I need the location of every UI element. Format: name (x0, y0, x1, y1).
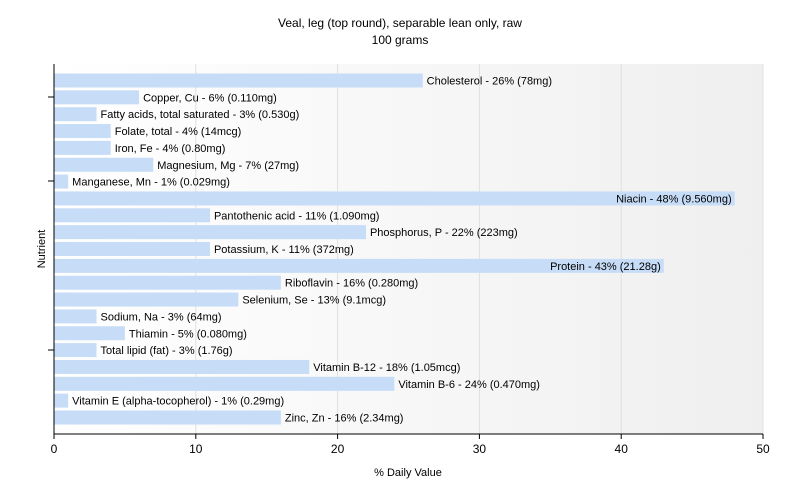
bar (54, 275, 281, 290)
bar (54, 124, 111, 139)
bar-label: Folate, total - 4% (14mcg) (115, 126, 242, 138)
bar (54, 376, 395, 391)
bar-label: Niacin - 48% (9.560mg) (616, 193, 732, 205)
chart-title: Veal, leg (top round), separable lean on… (278, 16, 522, 30)
bar (54, 343, 97, 358)
bar-label: Phosphorus, P - 22% (223mg) (370, 227, 518, 239)
bar (54, 292, 239, 307)
x-tick-label: 30 (473, 442, 487, 456)
bar-label: Pantothenic acid - 11% (1.090mg) (214, 210, 379, 222)
bar (54, 410, 281, 425)
bar (54, 157, 154, 172)
bar-label: Selenium, Se - 13% (9.1mcg) (242, 295, 386, 307)
bar-label: Manganese, Mn - 1% (0.029mg) (72, 177, 230, 189)
bar-labels-group: Cholesterol - 26% (78mg) Copper, Cu - 6% … (72, 76, 731, 425)
bar-label: Vitamin B-6 - 24% (0.470mg) (398, 379, 540, 391)
bar (54, 242, 210, 256)
x-ticks-group: 0 10 20 30 40 50 (51, 434, 770, 456)
bar (54, 393, 69, 408)
x-axis-label: % Daily Value (374, 467, 442, 479)
bar-label: Magnesium, Mg - 7% (27mg) (157, 160, 299, 172)
bar-label: Vitamin B-12 - 18% (1.05mcg) (313, 362, 460, 374)
bar-label: Thiamin - 5% (0.080mg) (129, 328, 247, 340)
bar (54, 174, 69, 189)
chart-subtitle: 100 grams (372, 33, 429, 47)
bars-group (54, 73, 735, 425)
bar-label: Vitamin E (alpha-tocopherol) - 1% (0.29m… (72, 396, 284, 408)
y-axis-label: Nutrient (36, 230, 48, 269)
x-tick-label: 40 (615, 442, 629, 456)
x-tick-label: 50 (756, 442, 770, 456)
bar (54, 309, 97, 324)
bar-label: Riboflavin - 16% (0.280mg) (285, 278, 418, 290)
bar-label: Zinc, Zn - 16% (2.34mg) (285, 413, 404, 425)
bar-label: Copper, Cu - 6% (0.110mg) (143, 92, 277, 104)
bar (54, 359, 310, 374)
bar (54, 208, 210, 223)
bar (54, 73, 423, 88)
bar (54, 225, 366, 240)
bar (54, 326, 125, 341)
bar (54, 107, 97, 122)
bar (54, 258, 664, 273)
x-tick-label: 20 (331, 442, 345, 456)
bar-label: Iron, Fe - 4% (0.80mg) (115, 143, 226, 155)
y-ticks-group (48, 96, 54, 351)
bar (54, 90, 140, 105)
bar-label: Protein - 43% (21.28g) (550, 261, 661, 273)
bar-label: Cholesterol - 26% (78mg) (427, 76, 552, 88)
x-tick-label: 0 (51, 442, 58, 456)
bar-label: Potassium, K - 11% (372mg) (214, 244, 354, 256)
bar-label: Sodium, Na - 3% (64mg) (101, 311, 222, 323)
x-tick-label: 10 (189, 442, 203, 456)
bar-label: Fatty acids, total saturated - 3% (0.530… (101, 109, 300, 121)
bar (54, 140, 111, 155)
bar (54, 191, 735, 206)
bar-label: Total lipid (fat) - 3% (1.76g) (101, 345, 233, 357)
